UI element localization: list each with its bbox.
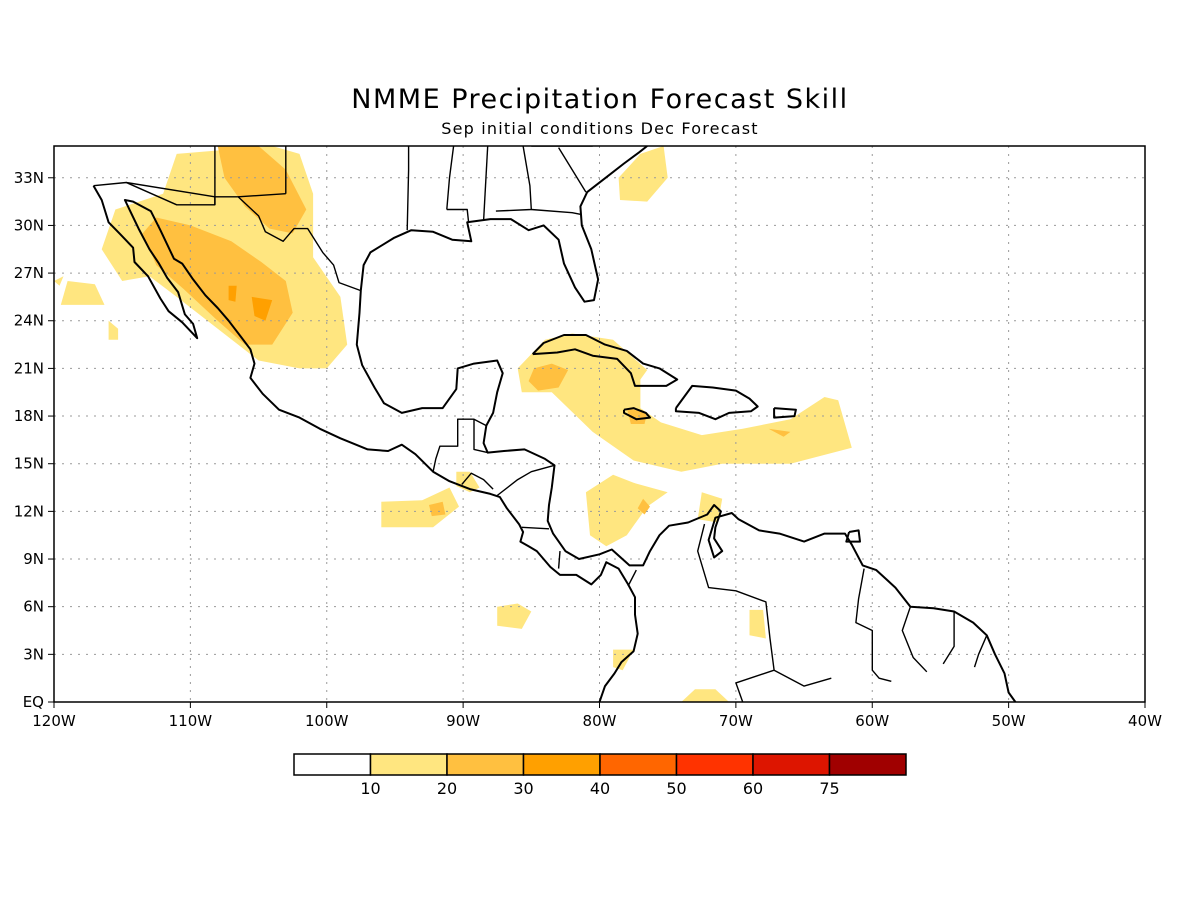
colorbar-box — [446, 753, 525, 776]
country-border — [557, 551, 561, 569]
coastline — [623, 407, 651, 421]
colorbar-label: 40 — [590, 779, 610, 798]
country-border — [495, 146, 532, 212]
skill-region — [681, 689, 730, 702]
colorbar-box — [752, 753, 831, 776]
colorbar: 10 20 30 40 50 60 75 — [293, 753, 907, 798]
x-axis: 120W 110W 100W 90W 80W 70W 60W 50W 40W — [32, 702, 1162, 730]
y-tick-label: 9N — [23, 550, 44, 568]
country-borders — [93, 146, 988, 702]
coastline — [531, 334, 679, 387]
country-border — [973, 635, 988, 668]
country-border — [93, 181, 362, 292]
x-tick-label: 50W — [992, 712, 1026, 730]
y-tick-label: 27N — [14, 264, 44, 282]
country-border — [558, 147, 587, 193]
skill-region — [497, 603, 532, 629]
skill-region — [585, 474, 668, 547]
skill-region — [60, 281, 105, 305]
colorbar-box — [599, 753, 678, 776]
country-border — [406, 146, 410, 231]
y-tick-label: 18N — [14, 407, 44, 425]
colorbar-box — [522, 753, 601, 776]
colorbar-box — [828, 753, 907, 776]
colorbar-box — [675, 753, 754, 776]
x-tick-label: 100W — [305, 712, 349, 730]
skill-region — [528, 363, 569, 391]
y-tick-label: EQ — [23, 693, 44, 711]
x-tick-label: 60W — [855, 712, 889, 730]
country-border — [461, 472, 494, 490]
skill-region — [228, 285, 237, 302]
skill-region — [637, 498, 650, 515]
x-tick-label: 70W — [719, 712, 753, 730]
country-border — [942, 611, 955, 665]
colorbar-label: 75 — [819, 779, 839, 798]
x-tick-label: 80W — [583, 712, 617, 730]
skill-region — [429, 501, 446, 517]
country-border — [531, 208, 581, 215]
y-tick-label: 3N — [23, 645, 44, 663]
y-tick-label: 12N — [14, 502, 44, 520]
map-title: NMME Precipitation Forecast Skill — [351, 84, 849, 115]
country-border — [627, 569, 637, 587]
y-tick-label: 6N — [23, 598, 44, 616]
colorbar-label: 30 — [513, 779, 533, 798]
coastline — [355, 290, 1017, 702]
skill-region — [54, 276, 64, 286]
country-border — [901, 606, 928, 673]
coastline — [674, 384, 759, 421]
colorbar-label: 60 — [743, 779, 763, 798]
country-border — [446, 146, 455, 210]
country-border — [697, 523, 775, 702]
colorbar-box — [293, 753, 372, 776]
coastlines — [92, 146, 1017, 702]
country-border — [773, 669, 832, 687]
y-tick-label: 15N — [14, 455, 44, 473]
skill-region — [749, 609, 766, 639]
coastline — [845, 529, 861, 543]
country-border — [238, 193, 286, 198]
colorbar-box — [369, 753, 448, 776]
map-subtitle: Sep initial conditions Dec Forecast — [441, 119, 759, 138]
x-tick-label: 120W — [32, 712, 76, 730]
y-axis: EQ 3N 6N 9N 12N 15N 18N 21N 24N 27N 30N 33N — [14, 169, 54, 711]
skill-region — [251, 296, 273, 321]
y-tick-label: 24N — [14, 312, 44, 330]
colorbar-label: 50 — [666, 779, 686, 798]
skill-region — [381, 487, 459, 528]
skill-region — [217, 146, 307, 234]
skill-region — [618, 146, 668, 202]
skill-region — [768, 428, 791, 437]
skill-region — [517, 333, 852, 472]
country-border — [446, 208, 470, 223]
country-border — [473, 419, 488, 454]
colorbar-label: 20 — [437, 779, 457, 798]
skill-region — [108, 320, 119, 340]
y-tick-label: 33N — [14, 169, 44, 187]
country-border — [496, 464, 555, 497]
coastline — [773, 407, 797, 419]
y-tick-label: 21N — [14, 359, 44, 377]
country-border — [521, 526, 550, 530]
x-tick-label: 40W — [1128, 712, 1162, 730]
colorbar-label: 10 — [360, 779, 380, 798]
country-border — [126, 181, 216, 198]
x-tick-label: 110W — [169, 712, 213, 730]
coastline — [92, 185, 639, 702]
coastline — [359, 146, 648, 303]
gridlines — [54, 146, 1145, 702]
country-border — [855, 568, 892, 682]
x-tick-label: 90W — [446, 712, 480, 730]
country-border — [482, 146, 489, 221]
y-tick-label: 30N — [14, 216, 44, 234]
skill-shading — [54, 146, 852, 702]
